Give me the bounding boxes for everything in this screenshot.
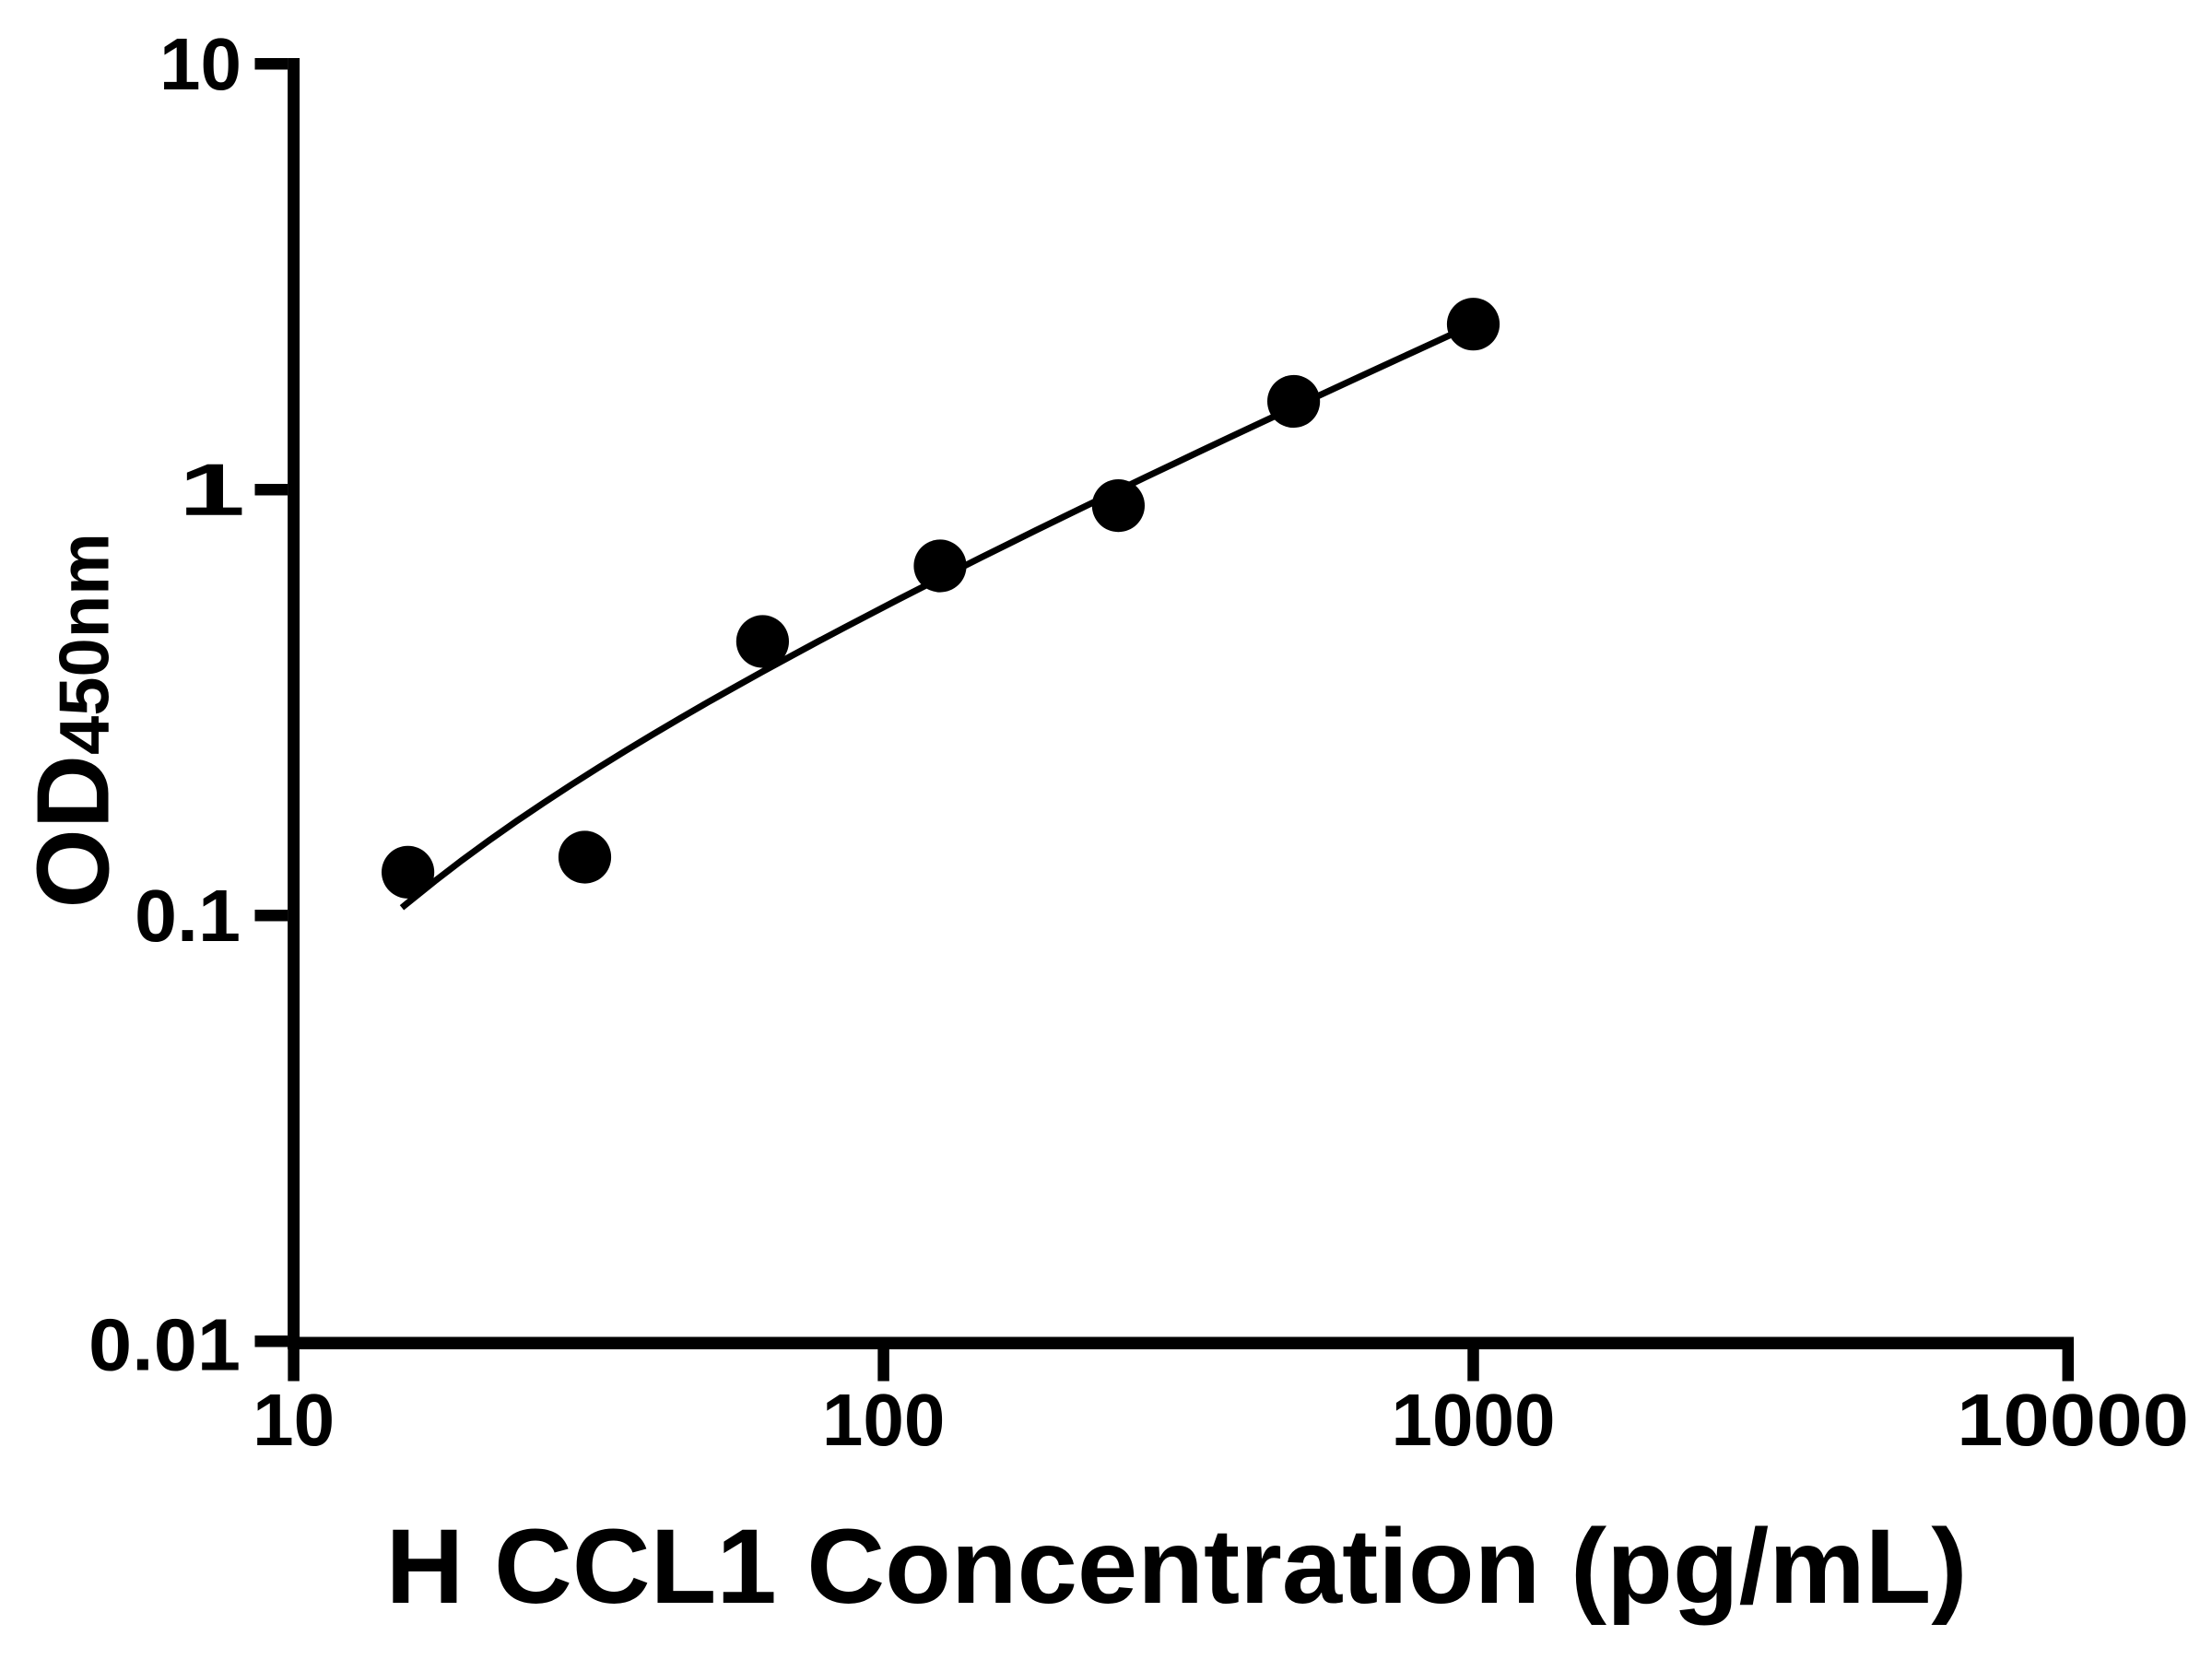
svg-text:H CCL1 Concentration (pg/mL): H CCL1 Concentration (pg/mL) <box>386 1508 1968 1626</box>
svg-text:10: 10 <box>253 1379 335 1461</box>
svg-text:0.1: 0.1 <box>135 875 241 957</box>
svg-text:1000: 1000 <box>1392 1379 1556 1461</box>
svg-text:100: 100 <box>822 1379 945 1461</box>
svg-text:0.01: 0.01 <box>88 1304 241 1386</box>
svg-text:1: 1 <box>179 449 245 531</box>
svg-text:10000: 10000 <box>1957 1379 2189 1461</box>
svg-text:10: 10 <box>159 23 241 105</box>
